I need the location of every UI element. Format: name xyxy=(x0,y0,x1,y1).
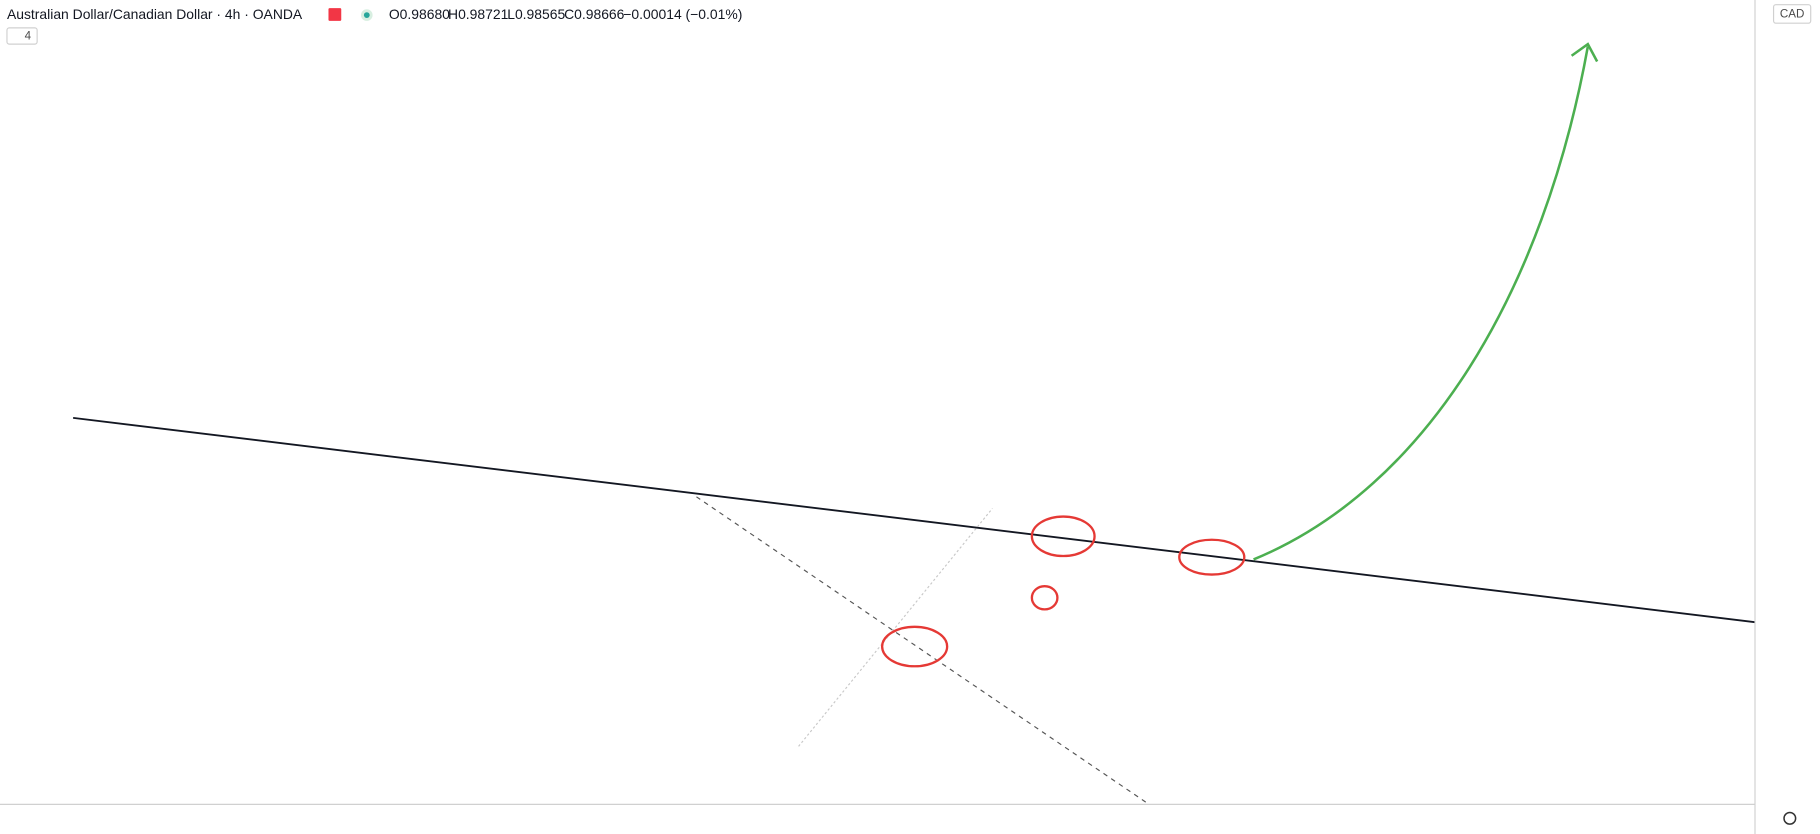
indicator-toggle[interactable] xyxy=(6,27,38,45)
ohlc-close: C0.98666 xyxy=(564,6,625,22)
highlight-circle xyxy=(1030,515,1096,558)
ohlc-change: −0.00014 (−0.01%) xyxy=(623,6,742,22)
indicator-count: 4 xyxy=(25,30,32,43)
highlight-circle xyxy=(880,625,949,668)
chart-title: Australian Dollar/Canadian Dollar · 4h ·… xyxy=(7,6,303,22)
ohlc-low: L0.98565 xyxy=(507,6,565,22)
projection-arrow xyxy=(1253,46,1590,561)
flag-icon xyxy=(328,8,342,21)
arrow-head xyxy=(1570,42,1599,63)
fib-connector xyxy=(798,508,993,747)
trend-line xyxy=(73,416,1756,624)
highlight-circle xyxy=(1178,538,1246,576)
status-dot xyxy=(363,12,370,19)
settings-icon[interactable] xyxy=(1783,811,1797,825)
ohlc-high: H0.98721 xyxy=(448,6,509,22)
highlight-circle xyxy=(1030,585,1059,611)
currency-box[interactable] xyxy=(1772,4,1812,24)
currency: CAD xyxy=(1780,8,1804,21)
ohlc-open: O0.98680 xyxy=(389,6,450,22)
drawings xyxy=(73,42,1756,805)
header: Australian Dollar/Canadian Dollar · 4h ·… xyxy=(6,4,1812,825)
dashed-trend-line xyxy=(696,496,1150,805)
